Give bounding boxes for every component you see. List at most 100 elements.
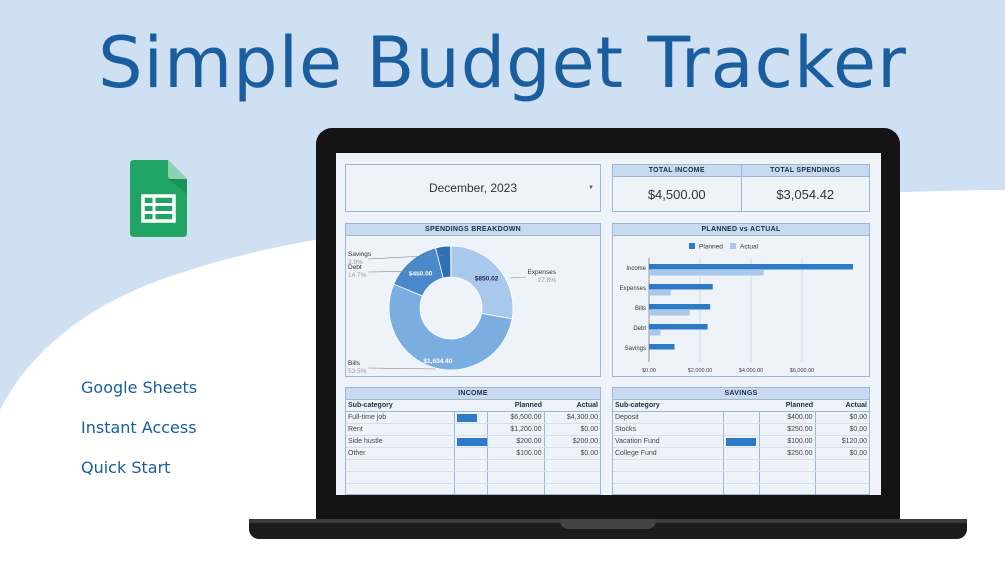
progress-bar bbox=[725, 438, 756, 446]
bar-actual-expenses bbox=[649, 290, 671, 296]
cell-subcategory[interactable]: Stocks bbox=[613, 423, 723, 436]
table-row: Deposit $400.00 $0.00 bbox=[613, 411, 869, 424]
cell-actual[interactable] bbox=[814, 471, 869, 484]
col-bar bbox=[454, 400, 487, 412]
planned-vs-actual-panel: PLANNED vs ACTUAL Planned Actual $0.00 $2,0… bbox=[612, 223, 870, 377]
x-tick-label: $6,000.00 bbox=[790, 368, 814, 374]
donut-legend-label: Bills bbox=[348, 360, 361, 367]
table-row: Side hustle $200.00 $200.00 bbox=[346, 435, 600, 448]
col-planned: Planned bbox=[487, 400, 544, 412]
dropdown-arrow-icon[interactable]: ▼ bbox=[588, 185, 594, 191]
total-spendings-label: TOTAL SPENDINGS bbox=[741, 165, 869, 177]
cell-subcategory[interactable]: Deposit bbox=[613, 411, 723, 424]
page-title: Simple Budget Tracker bbox=[98, 22, 907, 104]
cell-subcategory[interactable]: Vacation Fund bbox=[613, 435, 723, 448]
y-tick-label: Debt bbox=[633, 326, 646, 332]
cell-planned[interactable] bbox=[487, 459, 544, 472]
donut-leader-line bbox=[367, 367, 437, 370]
cell-actual[interactable]: $0.00 bbox=[814, 447, 869, 460]
cell-planned[interactable]: $250.00 bbox=[759, 447, 815, 460]
donut-legend-label: Expenses bbox=[527, 269, 556, 276]
donut-percent-label: 27.8% bbox=[538, 277, 557, 284]
cell-planned[interactable]: $100.00 bbox=[487, 447, 544, 460]
savings-table-panel: SAVINGS Sub-category Planned Actual Depo… bbox=[612, 387, 870, 495]
progress-bar bbox=[456, 438, 486, 446]
cell-actual[interactable]: $120.00 bbox=[814, 435, 869, 448]
cell-subcategory[interactable]: Side hustle bbox=[346, 435, 454, 448]
cell-planned[interactable]: $100.00 bbox=[759, 435, 815, 448]
table-header-row: Sub-category Planned Actual bbox=[346, 400, 600, 412]
legend-swatch-actual bbox=[730, 243, 736, 249]
cell-subcategory[interactable] bbox=[613, 483, 723, 495]
cell-progress bbox=[453, 459, 488, 472]
cell-planned[interactable] bbox=[487, 483, 544, 495]
total-income-value: $4,500.00 bbox=[647, 186, 706, 202]
cell-subcategory[interactable]: Full-time job bbox=[346, 411, 454, 424]
table-header-row: Sub-category Planned Actual bbox=[613, 400, 869, 412]
income-table-title: INCOME bbox=[346, 388, 600, 400]
col-actual: Actual bbox=[544, 400, 600, 412]
cell-planned[interactable] bbox=[759, 483, 815, 495]
laptop-base bbox=[249, 519, 967, 539]
table-row bbox=[613, 459, 869, 472]
cell-planned[interactable]: $6,500.00 bbox=[487, 411, 544, 424]
y-tick-label: Bills bbox=[635, 306, 646, 312]
table-row: Stocks $250.00 $0.00 bbox=[613, 423, 869, 436]
table-row bbox=[346, 483, 600, 495]
bar-planned-expenses bbox=[649, 284, 713, 290]
cell-planned[interactable]: $250.00 bbox=[759, 423, 815, 436]
cell-actual[interactable] bbox=[543, 471, 600, 484]
bar-actual-debt bbox=[649, 330, 661, 336]
donut-percent-label: 3.9% bbox=[348, 259, 363, 266]
cell-actual[interactable] bbox=[543, 459, 600, 472]
cell-subcategory[interactable] bbox=[346, 483, 454, 495]
cell-progress bbox=[453, 423, 488, 436]
cell-planned[interactable] bbox=[487, 471, 544, 484]
cell-subcategory[interactable]: Other bbox=[346, 447, 454, 460]
donut-percent-label: 53.5% bbox=[348, 368, 367, 375]
donut-value-label: $1,634.40 bbox=[423, 358, 452, 365]
feature-item: Google Sheets bbox=[81, 378, 198, 397]
cell-subcategory[interactable]: College Fund bbox=[613, 447, 723, 460]
donut-value-label: $450.00 bbox=[409, 270, 433, 277]
cell-planned[interactable]: $1,200.00 bbox=[487, 423, 544, 436]
table-row: Full-time job $6,500.00 $4,300.00 bbox=[346, 411, 600, 424]
cell-actual[interactable]: $0.00 bbox=[543, 447, 600, 460]
cell-planned[interactable]: $200.00 bbox=[487, 435, 544, 448]
bar-planned-income bbox=[649, 264, 853, 270]
donut-slice-expenses bbox=[450, 245, 514, 320]
month-value: December, 2023 bbox=[428, 181, 518, 195]
y-tick-label: Savings bbox=[625, 346, 646, 352]
month-selector[interactable]: December, 2023 ▼ bbox=[345, 164, 601, 212]
cell-actual[interactable]: $0.00 bbox=[814, 411, 869, 424]
col-actual: Actual bbox=[815, 400, 869, 412]
cell-planned[interactable] bbox=[759, 471, 815, 484]
cell-planned[interactable]: $400.00 bbox=[759, 411, 815, 424]
table-row: Other $100.00 $0.00 bbox=[346, 447, 600, 460]
cell-subcategory[interactable] bbox=[613, 459, 723, 472]
cell-subcategory[interactable] bbox=[613, 471, 723, 484]
x-tick-label: $0.00 bbox=[642, 368, 656, 374]
total-spendings-value: $3,054.42 bbox=[776, 186, 835, 202]
cell-actual[interactable]: $200.00 bbox=[543, 435, 600, 448]
cell-progress bbox=[722, 435, 760, 448]
cell-actual[interactable]: $0.00 bbox=[543, 423, 600, 436]
feature-item: Instant Access bbox=[81, 418, 197, 437]
donut-legend-label: Debt bbox=[348, 264, 362, 271]
cell-actual[interactable] bbox=[814, 483, 869, 495]
cell-subcategory[interactable] bbox=[346, 459, 454, 472]
cell-progress bbox=[453, 483, 488, 495]
cell-progress bbox=[722, 471, 760, 484]
cell-actual[interactable]: $4,300.00 bbox=[543, 411, 600, 424]
cell-subcategory[interactable]: Rent bbox=[346, 423, 454, 436]
cell-actual[interactable] bbox=[543, 483, 600, 495]
y-tick-label: Expenses bbox=[620, 286, 646, 292]
cell-subcategory[interactable] bbox=[346, 471, 454, 484]
total-income-label: TOTAL INCOME bbox=[613, 165, 741, 177]
savings-table-title: SAVINGS bbox=[613, 388, 869, 400]
table-row: College Fund $250.00 $0.00 bbox=[613, 447, 869, 460]
cell-actual[interactable] bbox=[814, 459, 869, 472]
cell-planned[interactable] bbox=[759, 459, 815, 472]
cell-actual[interactable]: $0.00 bbox=[814, 423, 869, 436]
feature-item: Quick Start bbox=[81, 458, 171, 477]
